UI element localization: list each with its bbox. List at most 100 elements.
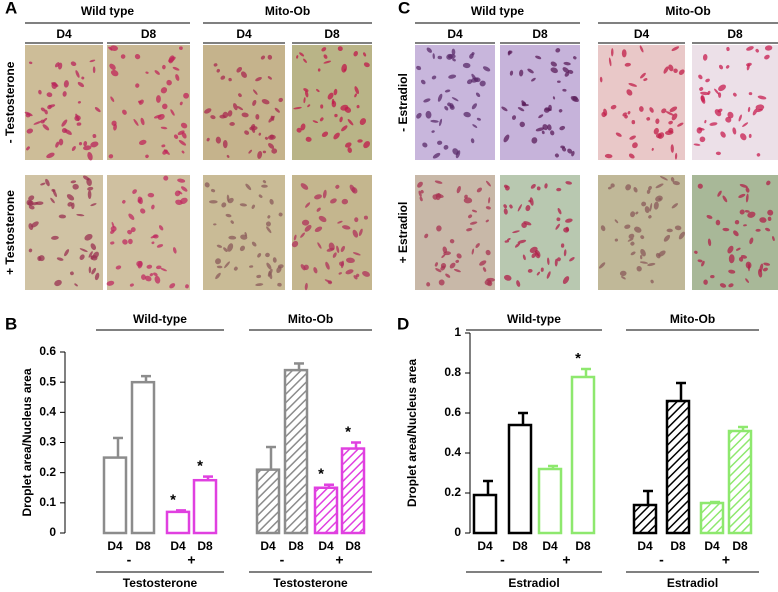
cell (440, 265, 446, 271)
cell (519, 69, 524, 77)
cell (466, 79, 473, 85)
cell (58, 62, 63, 70)
cell (444, 105, 449, 111)
cell (739, 209, 745, 215)
cell (599, 76, 603, 83)
cell (229, 122, 235, 126)
cell (640, 72, 646, 79)
cell (262, 150, 267, 154)
cell (565, 218, 573, 223)
cell (168, 56, 176, 63)
cell (268, 143, 275, 149)
cell (745, 193, 749, 203)
cell (521, 222, 527, 228)
cell (416, 65, 422, 71)
cell (154, 70, 160, 75)
micrograph-background (415, 45, 495, 160)
cell (531, 77, 536, 82)
cell (521, 103, 529, 107)
cell (359, 118, 367, 126)
cell (244, 130, 250, 135)
cell (129, 283, 134, 287)
cell (698, 74, 703, 80)
cell (162, 64, 166, 70)
cell (241, 112, 249, 118)
cell (641, 201, 647, 207)
cell (540, 267, 544, 272)
cell (154, 275, 161, 284)
cell (305, 136, 312, 142)
cell (252, 99, 257, 106)
bar (727, 429, 753, 535)
cell (317, 68, 321, 72)
cell (265, 252, 270, 258)
cell (432, 194, 438, 200)
cell (177, 178, 186, 183)
cell (725, 116, 732, 123)
treatment-sign: - (659, 552, 664, 568)
cell (90, 203, 97, 207)
cell (748, 92, 753, 96)
cell (260, 55, 266, 60)
cell (204, 182, 210, 188)
cell (742, 122, 749, 127)
cell (61, 119, 68, 127)
cell (531, 137, 538, 144)
cell (628, 83, 638, 87)
cell (128, 213, 135, 220)
cell (77, 81, 85, 88)
cell (759, 263, 764, 273)
cell (624, 224, 631, 229)
cell (544, 183, 548, 189)
cell (431, 130, 435, 133)
cell (611, 48, 614, 57)
cell (677, 122, 684, 127)
x-tick-label: D4 (637, 539, 653, 553)
cell (256, 274, 262, 279)
cell (335, 184, 340, 189)
cell (666, 228, 673, 233)
micrograph (692, 175, 778, 290)
row-label: - Estradiol (396, 73, 410, 132)
cell (718, 64, 724, 70)
treatment-sign: + (722, 552, 730, 568)
cell (314, 226, 323, 233)
cell (755, 104, 765, 111)
cell (748, 133, 752, 138)
cell (215, 136, 222, 144)
cell (671, 203, 679, 209)
bar (472, 493, 498, 535)
cell (24, 111, 33, 117)
cell (772, 236, 775, 242)
cell (556, 187, 562, 192)
cell (633, 186, 638, 193)
y-tick-label: 0.2 (444, 485, 461, 499)
y-tick-label: 0.5 (39, 374, 56, 388)
cell (210, 115, 216, 120)
cell (732, 92, 737, 97)
cell (160, 87, 168, 94)
cell (743, 224, 747, 227)
micrograph (692, 45, 778, 160)
column-group-title: Mito-Ob (665, 4, 710, 18)
cell (669, 106, 678, 113)
cell (332, 252, 337, 258)
y-tick-label: 0.8 (444, 365, 461, 379)
cell (62, 91, 67, 97)
cell (471, 103, 478, 110)
cell (233, 103, 238, 111)
cell (299, 52, 305, 57)
cell (274, 107, 280, 113)
cell (35, 201, 44, 206)
x-tick-label: D4 (260, 539, 276, 553)
cell (763, 262, 771, 266)
cell (714, 88, 720, 95)
cell (646, 117, 651, 121)
cell (475, 92, 481, 98)
cell (213, 63, 218, 67)
cell (634, 226, 642, 233)
cell (661, 108, 667, 114)
cell (628, 153, 635, 159)
x-tick-label: D4 (477, 539, 493, 553)
cell (455, 259, 460, 263)
